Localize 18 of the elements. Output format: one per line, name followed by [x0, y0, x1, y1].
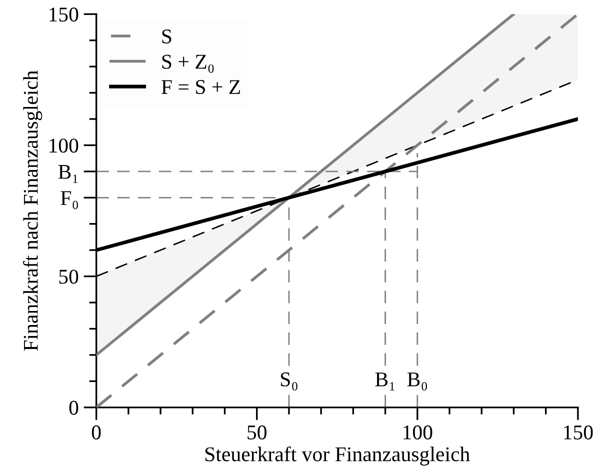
legend-label: S + Z₀ — [162, 54, 214, 73]
y-tick-label: B₁ — [58, 165, 78, 183]
y-tick-label: 50 — [59, 270, 78, 284]
annotation: B₁ — [375, 372, 394, 390]
annotation: B₀ — [407, 372, 427, 391]
y-tick-label: 100 — [50, 138, 78, 153]
x-tick-label: 150 — [564, 425, 593, 440]
legend-label: F = S + Z — [162, 80, 240, 94]
x-tick-label: 0 — [92, 425, 101, 440]
y-tick-label: F₀ — [60, 191, 78, 210]
y-tick-label: 150 — [50, 8, 78, 22]
x-tick-label: 50 — [248, 425, 266, 440]
x-tick-label: 100 — [404, 425, 432, 440]
annotation: S₀ — [280, 372, 298, 391]
y-tick-label: 0 — [69, 400, 78, 415]
x-axis-title: Steuerkraft vor Finanzausgleich — [205, 446, 470, 466]
y-axis-title: Finanzkraft nach Finanzausgleich — [22, 70, 42, 351]
legend-label: S — [162, 30, 172, 44]
